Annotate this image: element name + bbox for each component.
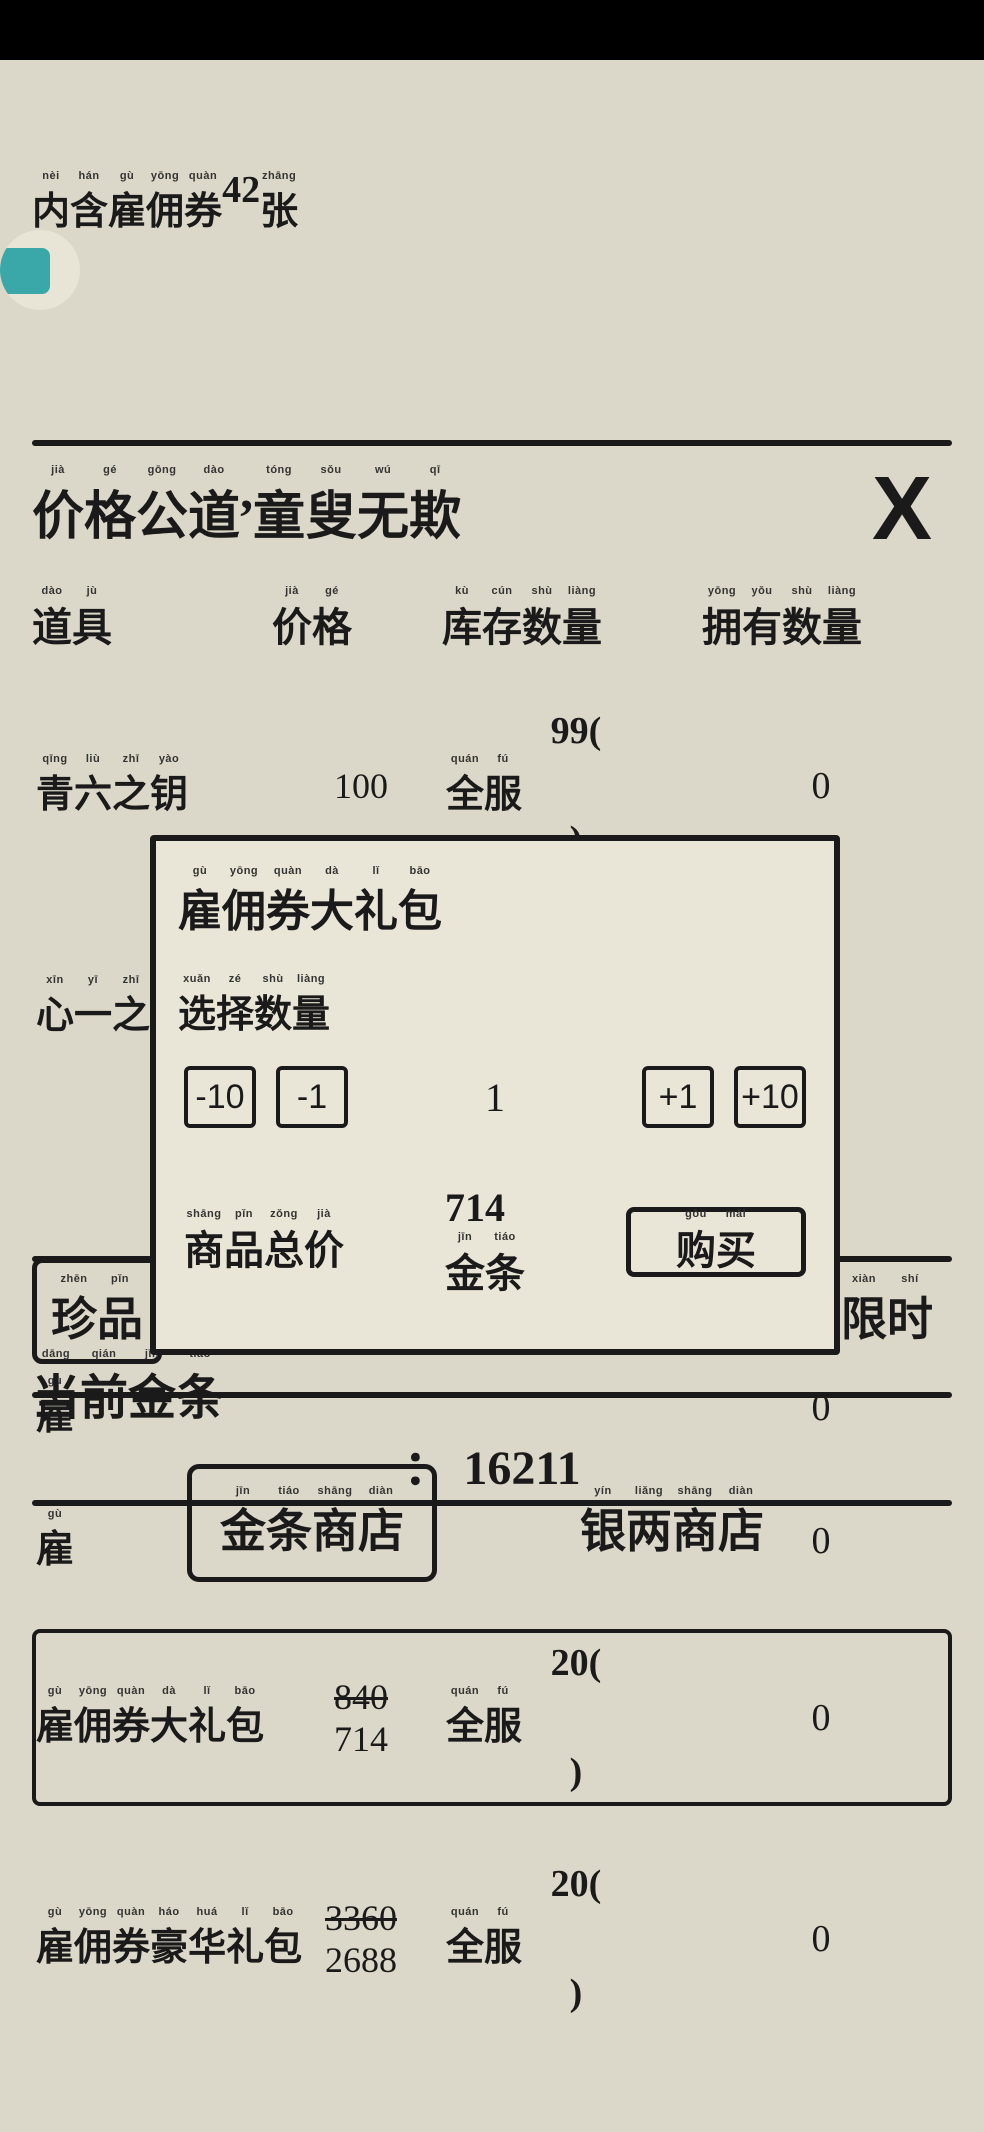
item-owned: 0 bbox=[706, 1696, 936, 1740]
col-owned: yōng拥yǒu有shù数liàng量 bbox=[702, 585, 932, 653]
store-tab-金条商店[interactable]: jīn金tiáo条shāng商diàn店 bbox=[187, 1464, 437, 1582]
total-value: 714 jīn金tiáo条 bbox=[445, 1184, 525, 1299]
item-price: 100 bbox=[276, 765, 446, 807]
top-info-tag: nèi内hán含gù雇yōng佣quàn券42zhāng张 bbox=[32, 170, 298, 235]
total-label: shāng商pǐn品zǒng总jià价 bbox=[184, 1208, 344, 1276]
total-row: shāng商pǐn品zǒng总jià价 714 jīn金tiáo条 gòu购mǎ… bbox=[178, 1184, 812, 1299]
col-item: dào道jù具 bbox=[32, 585, 272, 653]
buy-button[interactable]: gòu购mǎi买 bbox=[626, 1207, 806, 1277]
floating-widget-icon[interactable] bbox=[0, 230, 80, 310]
total-unit: jīn金tiáo条 bbox=[445, 1231, 525, 1299]
item-name: gù雇yōng佣quàn券dà大lǐ礼bāo包 bbox=[36, 1685, 276, 1750]
qty-minus-10-button[interactable]: -10 bbox=[184, 1066, 256, 1128]
widget-icon-inner bbox=[0, 248, 50, 294]
purchase-modal: gù雇yōng佣quàn券dà大lǐ礼bāo包 xuǎn选zé择shù数liàn… bbox=[150, 835, 840, 1355]
modal-title: gù雇yōng佣quàn券dà大lǐ礼bāo包 bbox=[178, 865, 812, 939]
qty-minus-1-button[interactable]: -1 bbox=[276, 1066, 348, 1128]
item-owned: 0 bbox=[706, 764, 936, 808]
item-owned: 0 bbox=[706, 1917, 936, 1961]
close-icon[interactable]: X bbox=[872, 458, 932, 561]
item-stock: 20(quán全fú服) bbox=[446, 1641, 706, 1794]
store-tab-银两商店[interactable]: yín银liǎng两shāng商diàn店 bbox=[547, 1464, 797, 1582]
table-row[interactable]: gù雇yōng佣quàn券dà大lǐ礼bāo包84071420(quán全fú服… bbox=[32, 1629, 952, 1806]
item-price: 840714 bbox=[276, 1676, 446, 1760]
quantity-row: -10 -1 1 +1 +10 bbox=[178, 1066, 812, 1128]
status-bar bbox=[0, 0, 984, 60]
quantity-value: 1 bbox=[485, 1074, 505, 1121]
column-headers: dào道jù具 jià价gé格 kù库cún存shù数liàng量 yōng拥y… bbox=[32, 585, 952, 653]
balance-label: dāng当qián前jīn金tiáo条 bbox=[32, 1348, 952, 1428]
item-name: qīng青liù六zhī之yào钥 bbox=[36, 753, 276, 818]
item-name: gù雇yōng佣quàn券háo豪huá华lǐ礼bāo包 bbox=[36, 1906, 276, 1971]
item-price: 33602688 bbox=[276, 1897, 446, 1981]
modal-subtitle: xuǎn选zé择shù数liàng量 bbox=[178, 973, 812, 1038]
col-stock: kù库cún存shù数liàng量 bbox=[442, 585, 702, 653]
total-number: 714 bbox=[445, 1185, 505, 1230]
qty-plus-10-button[interactable]: +10 bbox=[734, 1066, 806, 1128]
shop-title: jià价gé格gōng公dào道,tóng童sǒu叟wú无qī欺 bbox=[32, 464, 952, 549]
table-row[interactable]: gù雇yōng佣quàn券háo豪huá华lǐ礼bāo包3360268820(q… bbox=[32, 1850, 952, 2027]
col-price: jià价gé格 bbox=[272, 585, 442, 653]
store-type-tabs: jīn金tiáo条shāng商diàn店 yín银liǎng两shāng商diàn… bbox=[0, 1464, 984, 1582]
qty-plus-1-button[interactable]: +1 bbox=[642, 1066, 714, 1128]
item-stock: 20(quán全fú服) bbox=[446, 1862, 706, 2015]
